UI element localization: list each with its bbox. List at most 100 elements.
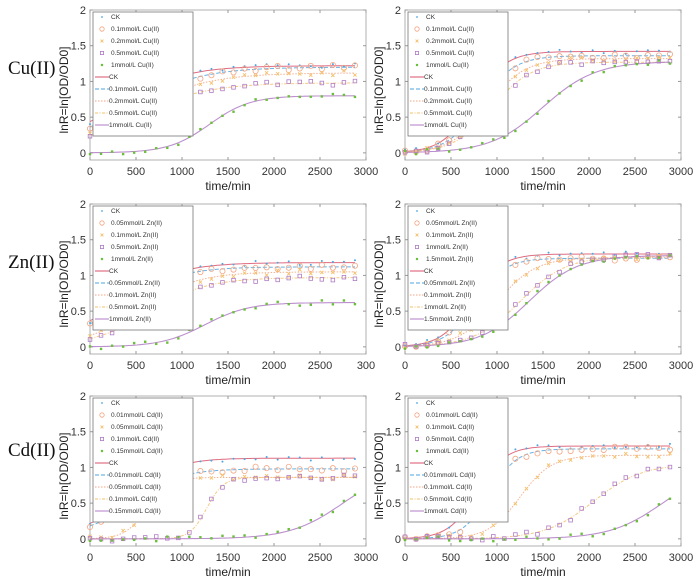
data-point <box>209 81 214 86</box>
data-point <box>601 491 606 496</box>
data-point <box>286 475 291 479</box>
data-point <box>353 271 357 276</box>
data-point <box>557 60 562 65</box>
x-tick-label: 2500 <box>308 360 332 372</box>
data-point <box>613 49 616 52</box>
data-point <box>329 465 336 472</box>
data-point <box>342 65 345 68</box>
x-tick-label: 2500 <box>623 552 647 564</box>
data-point <box>567 53 574 60</box>
legend-marker-filled <box>100 257 104 261</box>
data-point <box>308 276 313 281</box>
data-point <box>265 532 268 536</box>
data-point <box>220 485 225 490</box>
data-point <box>132 151 136 154</box>
data-point <box>590 58 595 64</box>
data-point <box>457 529 464 536</box>
data-point <box>220 86 225 92</box>
data-point <box>209 496 214 502</box>
data-point <box>668 497 672 500</box>
data-point <box>492 539 495 543</box>
data-point <box>425 148 429 151</box>
y-tick-label: 0 <box>80 342 86 354</box>
data-point <box>242 474 247 479</box>
data-point <box>545 54 552 61</box>
legend-label: 0.15mmol/L Cd(II) <box>109 508 161 515</box>
data-point <box>546 64 551 70</box>
data-point <box>297 273 302 279</box>
data-point <box>275 71 280 76</box>
legend-label: 0.1mmol/L Zn(II) <box>111 232 158 239</box>
data-point <box>198 514 203 520</box>
data-point <box>221 460 224 463</box>
data-point <box>243 458 246 461</box>
data-point <box>121 345 125 348</box>
data-point <box>578 446 585 453</box>
data-point <box>611 51 618 58</box>
data-point <box>524 486 529 491</box>
data-point <box>198 476 203 480</box>
data-point <box>275 277 280 283</box>
legend-label: 1mmol/L Zn(II) <box>426 244 468 251</box>
data-point <box>403 538 407 542</box>
data-point <box>415 147 418 150</box>
y-tick-label: 2 <box>80 391 86 403</box>
data-point <box>413 535 420 542</box>
data-point <box>263 465 270 472</box>
data-point <box>197 75 204 82</box>
data-point <box>568 518 573 523</box>
data-point <box>514 538 517 541</box>
data-point <box>198 89 203 95</box>
data-point <box>513 302 518 307</box>
data-point <box>319 70 324 75</box>
data-point <box>330 270 335 275</box>
data-point <box>591 49 594 52</box>
data-point <box>109 538 115 544</box>
data-point <box>210 537 213 540</box>
x-tick-label: 500 <box>442 552 460 564</box>
data-point <box>132 523 137 528</box>
data-point <box>287 63 290 66</box>
data-point <box>155 342 158 346</box>
data-point <box>635 519 639 523</box>
legend-marker-square <box>415 437 420 442</box>
data-point <box>644 444 651 451</box>
data-point <box>459 539 462 543</box>
data-point <box>309 459 312 462</box>
y-tick-label: 1 <box>395 270 401 282</box>
legend: CK 0.1mmol/L Cu(II) 0.2mmol/L Cu(II) 0.5mmo… <box>92 11 194 137</box>
x-tick-label: 1500 <box>531 360 555 372</box>
data-point <box>298 304 301 307</box>
y-tick-label: 2 <box>80 5 86 17</box>
data-point <box>524 68 529 73</box>
legend-marker-circle <box>414 220 420 226</box>
data-point <box>601 454 606 458</box>
data-point <box>459 339 462 343</box>
legend-label: 0.1mmol/L Cd(II) <box>111 436 159 443</box>
data-point <box>514 448 517 451</box>
data-point <box>567 255 574 262</box>
data-point <box>297 267 302 272</box>
data-point <box>197 269 204 276</box>
legend-marker-circle <box>99 26 105 32</box>
data-point <box>558 274 561 277</box>
data-point <box>209 283 214 288</box>
data-point <box>308 475 313 481</box>
legend: CK 0.01mmol/L Cd(II) 0.1mmol/L Cd(II) 0.5mm… <box>407 397 509 523</box>
data-point <box>547 251 550 254</box>
data-point <box>547 444 550 447</box>
data-point <box>470 146 473 149</box>
data-point <box>579 506 584 511</box>
data-point <box>296 65 303 72</box>
chart-cu-right: 0 500 1000 1500 2000 2500 3000 0 0.5 1 1.5 2 time/mi… <box>372 5 693 193</box>
legend-label: CK <box>111 208 121 215</box>
data-point <box>219 68 226 75</box>
data-point <box>264 276 269 282</box>
x-tick-label: 3000 <box>669 552 693 564</box>
data-point <box>88 152 92 156</box>
data-point <box>623 59 628 65</box>
legend: CK 0.1mmol/L Cu(II) 0.2mmol/L Cu(II) 0.5mmo… <box>407 11 509 137</box>
x-tick-label: 500 <box>442 166 460 178</box>
data-point <box>276 64 279 67</box>
data-point <box>231 75 236 80</box>
